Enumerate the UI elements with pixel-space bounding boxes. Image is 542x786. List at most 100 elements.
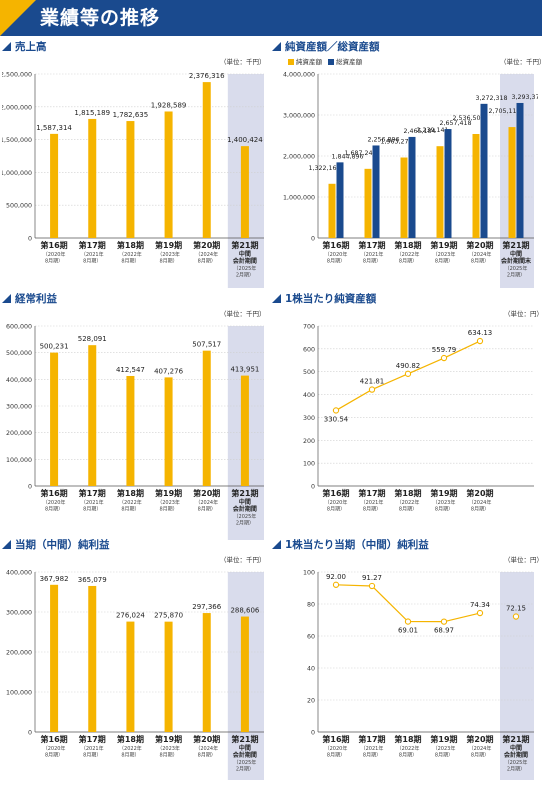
- y-tick-label: 0: [28, 236, 32, 243]
- x-tick-sublabel: 8月期）: [435, 507, 453, 513]
- sales-chart: 0 500,000 1,000,000 1,500,000 2,000,000 2,500…: [0, 72, 264, 288]
- data-label: 412,547: [116, 366, 145, 374]
- x-tick-sublabel: 8月期）: [198, 259, 216, 265]
- y-tick-label: 4,000,000: [283, 72, 315, 79]
- bar-total-assets: [408, 136, 416, 238]
- x-tick-label: 第19期: [430, 240, 457, 250]
- data-label: 74.34: [470, 601, 491, 609]
- section-header: 業績等の推移: [0, 0, 542, 36]
- data-label: 2,376,316: [189, 72, 225, 80]
- x-tick-sublabel: （2024年: [469, 499, 492, 506]
- data-label: 1,844,896: [331, 153, 363, 160]
- x-tick-sublabel: 8月期）: [327, 753, 345, 759]
- bar-net-assets: [328, 183, 336, 238]
- data-point: [404, 370, 412, 377]
- chart-title: 経常利益: [2, 292, 57, 306]
- bar: [126, 121, 135, 238]
- bar: [88, 345, 97, 486]
- legend-label: 総資産額: [336, 58, 363, 66]
- x-tick-sublabel: （2024年: [195, 251, 218, 258]
- eps-chart: 020406080100第16期（2020年8月期）第17期（2021年8月期）…: [303, 570, 534, 786]
- bar-total-assets: [336, 162, 344, 238]
- x-tick-sublabel: （2021年: [81, 745, 104, 752]
- x-tick-sublabel: （2023年: [157, 251, 180, 258]
- x-tick-sublabel: （2022年: [397, 745, 420, 752]
- title-marker-icon: [272, 294, 281, 303]
- x-tick-sublabel: （2022年: [119, 251, 142, 258]
- chart-panel-bps: 1株当たり純資産額 （単位：円） 0 100 200 300 400 500 600 700 第…: [272, 292, 542, 540]
- x-tick-label: 第17期: [358, 488, 385, 498]
- x-tick-label: 第16期: [322, 488, 349, 498]
- y-tick-label: 100: [303, 570, 315, 577]
- bar: [202, 82, 211, 238]
- y-tick-label: 300,000: [6, 610, 32, 617]
- x-tick-sublabel: 8月期）: [45, 507, 63, 513]
- x-tick-label: 第19期: [155, 240, 182, 250]
- data-label: 1,782,635: [113, 111, 149, 119]
- x-tick-sublabel: 8月期）: [471, 507, 489, 513]
- x-tick-label: 第20期: [193, 488, 220, 498]
- unit-label: （単位：千円）: [500, 58, 542, 66]
- x-tick-sublabel: 8月期）: [159, 507, 177, 513]
- bar-total-assets: [372, 145, 380, 238]
- x-tick-sublabel: 8月期）: [363, 753, 381, 759]
- chart-panel-sales: 売上高 （単位：千円） 0 500,000 1,000,000 1,500,000 2,…: [0, 40, 268, 288]
- x-tick-note: 2月期）: [236, 273, 254, 279]
- x-tick-sublabel: 8月期）: [83, 753, 101, 759]
- x-tick-sublabel: 8月期）: [399, 259, 417, 265]
- chart-panel-eps: 1株当たり当期（中間）純利益 （単位：円） 0 20 40 60 80 100 第16期 （2…: [272, 538, 542, 786]
- y-tick-label: 100,000: [6, 690, 32, 697]
- chart-title: 売上高: [2, 40, 47, 54]
- data-label: 69.01: [398, 627, 418, 635]
- y-tick-label: 0: [311, 484, 315, 491]
- x-tick-sublabel: （2024年: [195, 745, 218, 752]
- bar: [50, 352, 59, 486]
- x-tick-sublabel: （2021年: [361, 499, 384, 506]
- y-tick-label: 500: [303, 369, 315, 376]
- bar: [50, 133, 59, 238]
- x-tick-sublabel: 8月期）: [198, 753, 216, 759]
- data-label: 1,815,189: [74, 109, 110, 117]
- x-tick-sublabel: （2020年: [43, 251, 66, 258]
- data-label: 2,256,896: [367, 136, 399, 143]
- y-tick-label: 20: [307, 698, 315, 705]
- data-point: [440, 354, 448, 362]
- data-point: [476, 337, 484, 345]
- x-tick-label: 第21期: [231, 240, 258, 250]
- x-tick-label: 第20期: [193, 734, 220, 744]
- x-tick-note: （2025年: [505, 759, 528, 766]
- x-tick-sublabel: （2022年: [119, 499, 142, 506]
- chart-title: 1株当たり純資産額: [272, 292, 376, 306]
- x-tick-label: 第18期: [394, 488, 421, 498]
- x-tick-sublabel: （2020年: [325, 499, 348, 506]
- y-tick-label: 200,000: [6, 650, 32, 657]
- data-label: 407,276: [154, 367, 183, 375]
- net-income-chart: 0100,000200,000300,000400,000第16期（2020年8…: [6, 570, 264, 786]
- bar-total-assets: [516, 102, 524, 238]
- x-tick-label: 第18期: [117, 488, 144, 498]
- x-tick-sublabel: 8月期）: [83, 259, 101, 265]
- data-label: 91.27: [362, 574, 382, 582]
- y-tick-label: 400: [303, 392, 315, 399]
- data-label: 1,928,589: [151, 101, 187, 109]
- x-tick-sublabel: 中間: [510, 744, 522, 752]
- x-tick-sublabel: 会計期間: [504, 751, 528, 759]
- x-tick-sublabel: （2020年: [43, 499, 66, 506]
- data-label: 72.15: [506, 605, 526, 613]
- y-tick-label: 600: [303, 346, 315, 353]
- unit-label: （単位：円）: [504, 310, 542, 318]
- x-tick-label: 第18期: [394, 240, 421, 250]
- data-point: [332, 407, 340, 414]
- x-tick-note: 2月期）: [236, 521, 254, 527]
- bar: [240, 616, 249, 732]
- x-tick-label: 第19期: [155, 488, 182, 498]
- x-tick-label: 第16期: [41, 240, 68, 250]
- x-tick-note: （2025年: [234, 759, 257, 766]
- x-tick-sublabel: 8月期）: [399, 753, 417, 759]
- y-tick-label: 700: [303, 324, 315, 331]
- x-tick-label: 第21期: [231, 488, 258, 498]
- data-label: 297,366: [192, 603, 221, 611]
- data-label: 1,963,277: [380, 139, 412, 146]
- x-tick-sublabel: （2022年: [397, 499, 420, 506]
- bps-chart: 0100200300400500600700第16期（2020年8月期）第17期…: [303, 324, 534, 513]
